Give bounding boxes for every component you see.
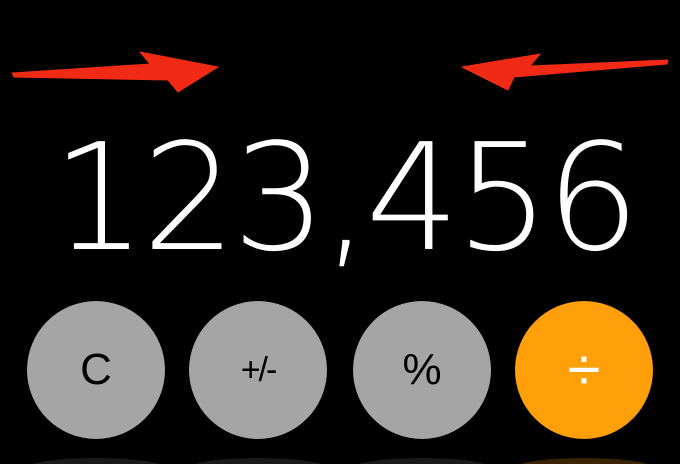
next-row-key-edge xyxy=(27,458,165,464)
divide-button-label: ÷ xyxy=(567,336,601,403)
clear-button[interactable]: C xyxy=(27,301,165,439)
arrow-left-icon xyxy=(461,53,669,91)
percent-button[interactable]: % xyxy=(353,301,491,439)
plus-minus-button-label: +/- xyxy=(240,351,278,389)
arrow-right-icon xyxy=(11,51,219,93)
next-row-key-edge xyxy=(515,458,653,464)
plus-minus-button[interactable]: +/- xyxy=(189,301,327,439)
next-row-key-edge xyxy=(189,458,327,464)
divide-button[interactable]: ÷ xyxy=(515,301,653,439)
annotation-arrows xyxy=(11,51,669,93)
percent-button-label: % xyxy=(402,345,442,394)
calculator-display: 123,456 xyxy=(51,112,640,284)
next-row-key-edge xyxy=(353,458,491,464)
clear-button-label: C xyxy=(80,345,112,394)
